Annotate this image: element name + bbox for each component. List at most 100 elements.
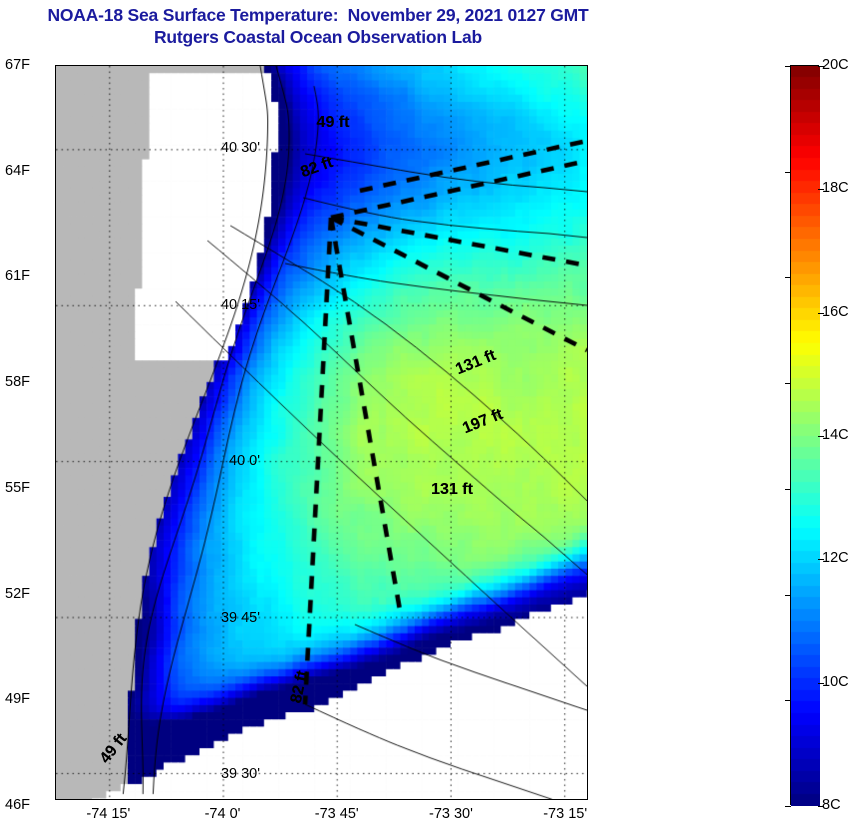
lat-tick-minor <box>55 645 56 646</box>
lat-tick-minor <box>587 645 588 646</box>
lon-tick-minor <box>170 799 171 800</box>
lon-tick-minor <box>94 65 95 66</box>
colorbar-tick-c <box>818 682 824 684</box>
lon-tick-major <box>452 65 453 66</box>
title-line-2: Rutgers Coastal Ocean Observation Lab <box>153 27 483 47</box>
lon-tick-major <box>338 65 339 66</box>
lat-tick-minor <box>587 384 588 385</box>
colorbar-tick-f <box>785 806 791 807</box>
lat-tick-minor <box>587 619 588 620</box>
lon-tick-minor <box>513 65 514 66</box>
lat-tick-minor <box>587 697 588 698</box>
lat-tick-minor <box>55 228 56 229</box>
lat-axis-label: 40 0' <box>229 453 260 470</box>
colorbar-tick-c <box>818 312 824 314</box>
lat-tick-minor <box>55 254 56 255</box>
lon-tick-minor <box>303 799 304 800</box>
lon-tick-minor <box>56 799 57 800</box>
colorbar-tick-c <box>818 436 824 437</box>
lon-tick-minor <box>56 65 57 66</box>
lat-tick-major <box>55 775 56 776</box>
lon-tick-minor <box>494 65 495 66</box>
colorbar-tick-c <box>818 189 824 191</box>
lat-tick-major <box>587 462 588 463</box>
colorbar-tick-f <box>785 383 791 385</box>
lon-tick-major <box>566 799 567 800</box>
lat-tick-minor <box>587 123 588 124</box>
colorbar-label-f: 61F <box>5 268 30 285</box>
lon-tick-minor <box>342 799 343 800</box>
colorbar-tick-f <box>785 66 791 67</box>
lat-tick-minor <box>587 149 588 150</box>
lat-tick-minor <box>587 514 588 515</box>
lon-tick-minor <box>113 799 114 800</box>
lat-tick-minor <box>587 410 588 411</box>
lon-tick-minor <box>361 799 362 800</box>
lat-tick-minor <box>587 566 588 567</box>
lon-tick-major <box>109 799 110 800</box>
sst-map[interactable]: 49 ft 82 ft 131 ft 197 ft 131 ft 82 ft 49 ft <box>55 65 588 800</box>
colorbar-label-f: 49F <box>5 691 30 708</box>
lat-tick-minor <box>55 436 56 437</box>
lon-tick-minor <box>94 799 95 800</box>
lat-tick-minor <box>55 175 56 176</box>
lon-tick-minor <box>456 799 457 800</box>
colorbar-label-c: 14C <box>822 427 849 443</box>
lat-tick-minor <box>587 202 588 203</box>
lat-tick-minor <box>587 254 588 255</box>
lat-tick-minor <box>587 71 588 72</box>
lat-tick-minor <box>587 436 588 437</box>
lat-tick-minor <box>55 723 56 724</box>
colorbar-tick-c <box>818 806 824 807</box>
lat-tick-minor <box>55 97 56 98</box>
lat-tick-major <box>55 462 56 463</box>
lat-axis-label: 39 30' <box>220 765 260 782</box>
lon-tick-minor <box>475 799 476 800</box>
lon-axis-label: -73 15' <box>543 806 588 822</box>
depth-contour-label: 131 ft <box>431 481 473 498</box>
lon-tick-minor <box>475 65 476 66</box>
lat-tick-minor <box>55 123 56 124</box>
lat-tick-minor <box>55 280 56 281</box>
lon-tick-major <box>224 65 225 66</box>
lon-tick-major <box>338 799 339 800</box>
lat-tick-major <box>587 149 588 150</box>
lat-tick-minor <box>55 540 56 541</box>
lat-tick-minor <box>55 358 56 359</box>
colorbar-label-f: 46F <box>5 797 30 813</box>
lon-tick-minor <box>284 799 285 800</box>
colorbar-tick-f <box>785 277 791 279</box>
lon-tick-minor <box>399 799 400 800</box>
lat-tick-minor <box>587 358 588 359</box>
lat-tick-major <box>587 775 588 776</box>
lat-tick-minor <box>55 566 56 567</box>
lon-axis-label: -74 0' <box>204 806 241 822</box>
title-line-1: NOAA-18 Sea Surface Temperature: Novembe… <box>47 5 589 25</box>
lat-tick-minor <box>55 592 56 593</box>
lat-tick-major <box>55 619 56 620</box>
lat-tick-minor <box>587 175 588 176</box>
lon-tick-minor <box>75 65 76 66</box>
lon-tick-minor <box>551 65 552 66</box>
lon-tick-minor <box>456 65 457 66</box>
lon-axis-label: -74 15' <box>86 806 131 822</box>
lon-tick-minor <box>189 65 190 66</box>
colorbar-tick-c <box>818 559 824 561</box>
lon-tick-minor <box>380 65 381 66</box>
lon-tick-minor <box>418 799 419 800</box>
sst-raster <box>56 66 587 799</box>
colorbar-label-f: 52F <box>5 585 30 602</box>
lon-tick-minor <box>132 799 133 800</box>
colorbar-tick-c <box>818 66 824 67</box>
colorbar-label-f: 58F <box>5 374 30 391</box>
lat-tick-major <box>55 149 56 150</box>
lat-tick-minor <box>587 280 588 281</box>
lon-tick-major <box>224 799 225 800</box>
lon-tick-minor <box>151 65 152 66</box>
colorbar-tick-f <box>785 171 791 173</box>
lon-tick-minor <box>551 799 552 800</box>
colorbar-label-f: 67F <box>5 57 30 73</box>
lon-tick-minor <box>151 799 152 800</box>
lat-tick-minor <box>55 697 56 698</box>
lon-tick-minor <box>570 65 571 66</box>
